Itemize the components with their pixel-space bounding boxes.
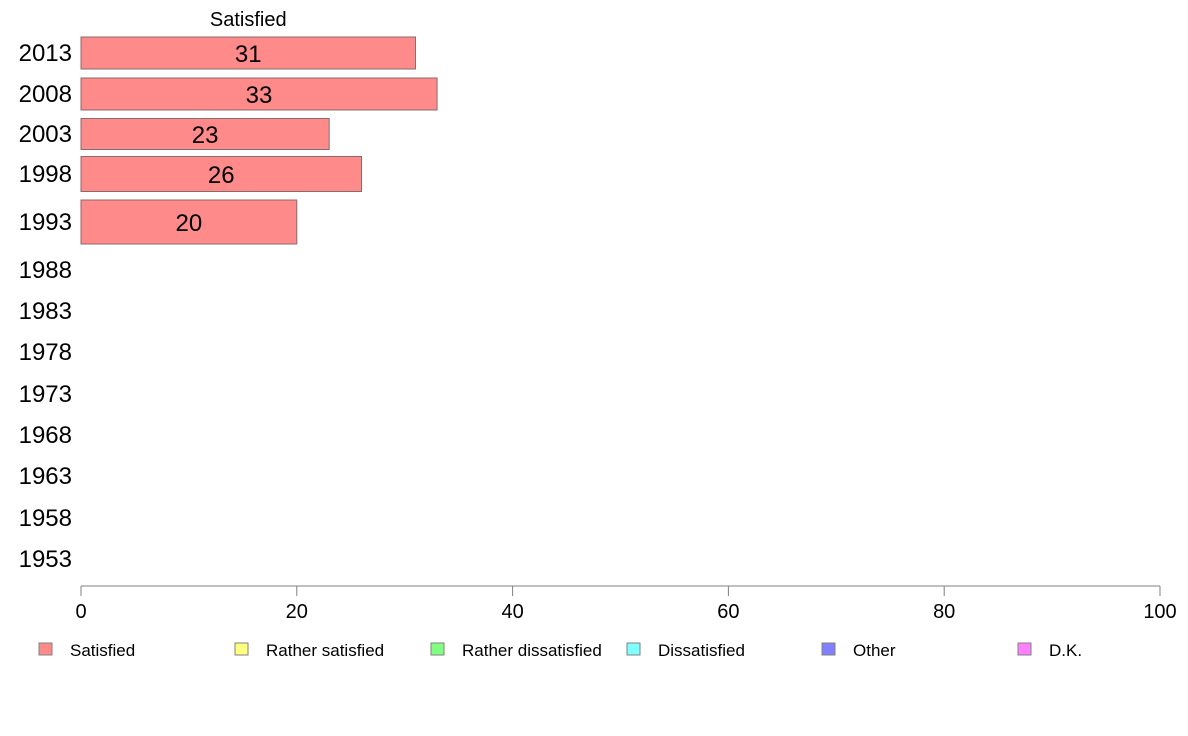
y-tick-label-1998: 1998 <box>19 161 72 188</box>
bar-satisfied-2008 <box>80 77 438 111</box>
legend-swatch <box>234 642 249 656</box>
legend-label: D.K. <box>1049 641 1082 660</box>
data-label-1998: 26 <box>208 162 235 189</box>
x-tick-label-20: 20 <box>286 601 308 623</box>
legend-item-satisfied: Satisfied <box>38 641 135 660</box>
y-tick-label-1963: 1963 <box>19 463 72 490</box>
bar-satisfied-2003 <box>80 118 330 150</box>
legend-label: Other <box>853 641 896 660</box>
legend-label: Rather satisfied <box>266 641 384 660</box>
legend-item-d-k-: D.K. <box>1017 641 1082 660</box>
legend-item-dissatisfied: Dissatisfied <box>626 641 745 660</box>
data-label-2013: 31 <box>235 41 262 68</box>
bar-satisfied-2013 <box>80 36 416 70</box>
x-tick-label-40: 40 <box>501 601 523 623</box>
x-tick-label-0: 0 <box>75 601 86 623</box>
y-tick-label-1978: 1978 <box>19 339 72 366</box>
legend-swatch <box>430 642 445 656</box>
x-tick-label-100: 100 <box>1143 601 1176 623</box>
y-tick-label-1958: 1958 <box>19 505 72 532</box>
y-tick-label-1983: 1983 <box>19 298 72 325</box>
y-tick-label-1993: 1993 <box>19 209 72 236</box>
y-tick-label-1968: 1968 <box>19 422 72 449</box>
legend-item-rather-dissatisfied: Rather dissatisfied <box>430 641 602 660</box>
legend-label: Rather dissatisfied <box>462 641 602 660</box>
legend-item-other: Other <box>821 641 896 660</box>
y-tick-label-1988: 1988 <box>19 257 72 284</box>
data-label-1993: 20 <box>176 210 203 237</box>
legend-swatch <box>38 642 53 656</box>
legend-label: Dissatisfied <box>658 641 745 660</box>
legend-item-rather-satisfied: Rather satisfied <box>234 641 384 660</box>
legend-label: Satisfied <box>70 641 135 660</box>
series-header: Satisfied <box>210 9 287 31</box>
x-axis: 0 20 40 60 80 100 <box>75 585 1177 623</box>
legend: Satisfied Rather satisfied Rather dissatis… <box>38 641 1082 660</box>
bar-satisfied-1993 <box>80 199 298 245</box>
legend-swatch <box>821 642 836 656</box>
y-tick-label-2013: 2013 <box>19 40 72 67</box>
legend-swatch <box>626 642 641 656</box>
y-tick-label-2008: 2008 <box>19 81 72 108</box>
y-tick-label-1973: 1973 <box>19 381 72 408</box>
y-tick-label-1953: 1953 <box>19 546 72 573</box>
bar-satisfied-1998 <box>80 156 363 192</box>
y-axis-labels: 2013 2008 2003 1998 1993 1988 1983 1978 1973 1968… <box>19 40 72 573</box>
y-tick-label-2003: 2003 <box>19 121 72 148</box>
legend-swatch <box>1017 642 1032 656</box>
data-label-2003: 23 <box>192 122 219 149</box>
data-label-2008: 33 <box>246 82 273 109</box>
x-tick-label-80: 80 <box>933 601 955 623</box>
x-tick-label-60: 60 <box>717 601 739 623</box>
